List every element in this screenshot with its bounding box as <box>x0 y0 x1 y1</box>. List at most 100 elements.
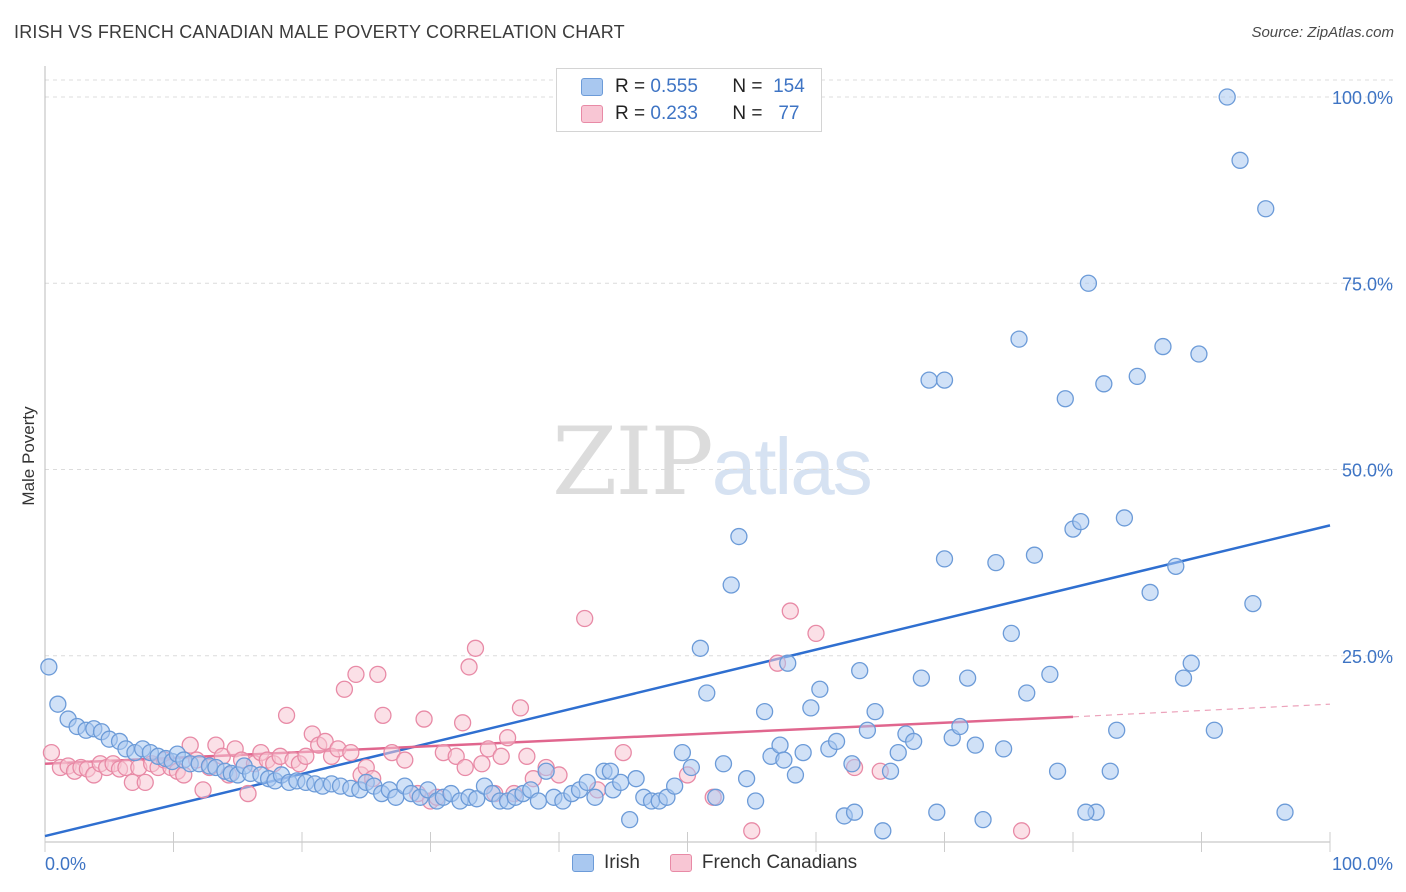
legend-n-key: N = <box>732 103 763 124</box>
irish-point <box>1244 594 1262 613</box>
irish-point <box>866 702 884 721</box>
legend-n-value: 77 <box>773 103 800 124</box>
irish-point <box>874 822 892 840</box>
legend-label-irish: Irish <box>604 852 640 873</box>
irish-point <box>1025 546 1044 564</box>
irish-point <box>802 699 820 717</box>
french-canadian-point <box>374 706 392 724</box>
irish-point <box>707 788 725 806</box>
legend-item-french-canadians[interactable]: French Canadians <box>669 852 858 874</box>
irish-point <box>1154 337 1172 356</box>
irish-point <box>1056 390 1074 408</box>
correlation-legend: R = 0.555 N = 154 R = 0.233 N = 77 <box>556 68 822 132</box>
legend-r-value: 0.233 <box>650 103 698 124</box>
irish-point <box>722 576 740 594</box>
french-canadian-point <box>1012 822 1031 840</box>
irish-point <box>1072 513 1090 531</box>
irish-point <box>794 743 812 762</box>
irish-point <box>881 762 900 780</box>
irish-point <box>1115 509 1134 527</box>
legend-r-value: 0.555 <box>650 76 698 97</box>
french-canadian-point <box>369 665 387 684</box>
french-canadian-point <box>460 658 478 676</box>
french-canadian-point <box>473 755 491 773</box>
french-canadian-point <box>781 602 799 620</box>
irish-point <box>1108 721 1126 739</box>
irish-point <box>928 803 946 821</box>
y-tick-label: 50.0% <box>1342 461 1393 481</box>
irish-point <box>912 669 931 687</box>
french-canadian-point <box>743 822 761 840</box>
irish-point <box>935 371 954 389</box>
french-canadian-point <box>194 781 212 799</box>
irish-point <box>621 811 639 829</box>
irish-point <box>578 773 596 792</box>
legend-r-key: R = <box>615 103 646 124</box>
legend-r-key: R = <box>615 76 646 97</box>
french-canadian-point <box>277 706 296 724</box>
legend-item-irish[interactable]: Irish <box>572 852 640 874</box>
irish-point <box>730 527 748 546</box>
watermark: ZIPatlas <box>552 408 873 517</box>
irish-point <box>1010 330 1028 348</box>
x-tick-label: 100.0% <box>1332 854 1393 874</box>
french-canadian-point <box>498 729 517 747</box>
irish-trend-line <box>44 524 1331 838</box>
irish-point <box>951 717 969 736</box>
legend-swatch-irish <box>581 78 603 96</box>
french-canadian-point <box>453 714 472 732</box>
french-canadian-point <box>42 743 61 762</box>
irish-point <box>419 781 437 799</box>
irish-point <box>1041 665 1059 684</box>
chart-source: Source: ZipAtlas.com <box>1251 24 1394 41</box>
legend-label-french-canadians: French Canadians <box>701 852 858 873</box>
legend-n-value: 154 <box>773 76 805 97</box>
irish-point <box>1128 367 1146 386</box>
irish-point <box>905 732 923 751</box>
irish-point <box>714 755 733 773</box>
irish-point <box>920 371 938 389</box>
irish-point <box>1174 669 1193 687</box>
irish-point <box>966 736 984 754</box>
french-canadian-point <box>297 747 315 765</box>
y-tick-labels: 25.0% 50.0% 75.0% 100.0% <box>1332 88 1393 667</box>
irish-point <box>1276 803 1294 821</box>
french-canadian-point <box>466 639 485 657</box>
irish-point <box>737 770 756 788</box>
french-canadian-point <box>347 665 365 684</box>
watermark-atlas: atlas <box>711 422 873 511</box>
irish-point <box>845 803 864 821</box>
irish-point <box>1182 654 1200 672</box>
x-tick-labels: 0.0% 100.0% <box>45 854 1393 874</box>
irish-point <box>1077 803 1095 821</box>
irish-point <box>666 777 684 795</box>
french-canadian-point <box>479 740 497 758</box>
series-irish <box>40 88 1294 840</box>
irish-point <box>1018 684 1036 702</box>
irish-point <box>40 658 58 676</box>
irish-point <box>958 669 977 687</box>
french-canadian-point <box>456 758 474 777</box>
irish-point <box>935 550 954 568</box>
irish-point <box>601 762 620 780</box>
watermark-zip: ZIP <box>552 408 714 517</box>
irish-point <box>468 790 486 808</box>
y-tick-label: 100.0% <box>1332 88 1393 108</box>
irish-point <box>889 743 907 762</box>
irish-point <box>1079 274 1098 292</box>
trend-lines <box>44 524 1331 838</box>
irish-point <box>627 770 645 788</box>
french-canadian-point <box>415 710 433 728</box>
irish-point <box>858 721 877 739</box>
irish-point <box>1141 583 1159 602</box>
irish-point <box>775 751 793 769</box>
french-canadian-point <box>239 784 257 803</box>
irish-point <box>974 811 992 829</box>
irish-point <box>755 702 774 721</box>
irish-point <box>779 654 797 672</box>
y-tick-label: 25.0% <box>1342 647 1393 667</box>
legend-n-key: N = <box>732 76 763 97</box>
irish-point <box>673 743 692 762</box>
french-canadian-point <box>383 743 401 762</box>
legend-swatch-irish <box>572 854 594 872</box>
